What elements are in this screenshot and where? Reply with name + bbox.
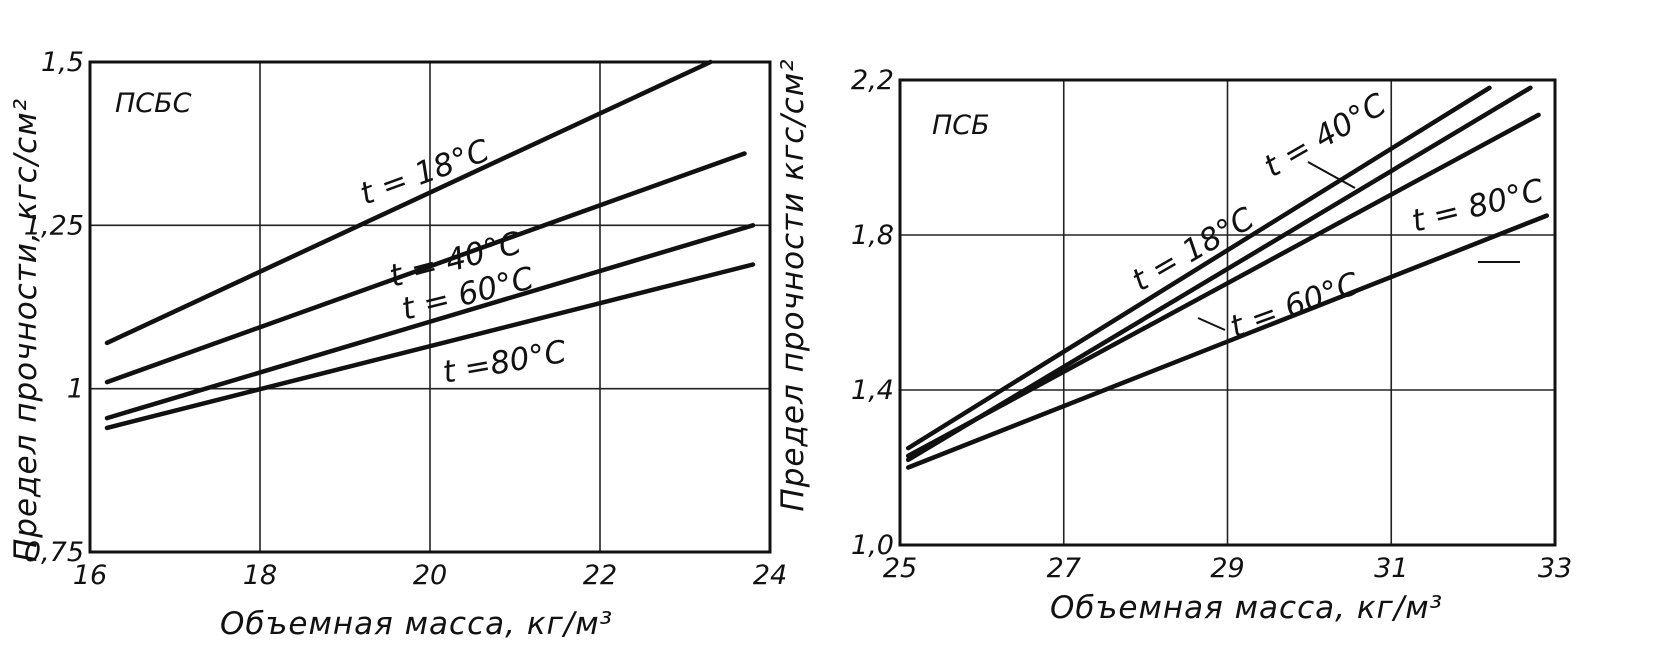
x-tick-label: 20 bbox=[413, 560, 447, 591]
series-label-80: t = 80°C bbox=[1408, 172, 1547, 240]
y-tick-label: 1,8 bbox=[851, 220, 894, 251]
x-tick-label: 22 bbox=[583, 560, 617, 591]
x-tick-label: 27 bbox=[1047, 553, 1081, 584]
series-line-0 bbox=[104, 59, 713, 346]
x-tick-label: 33 bbox=[1538, 553, 1572, 584]
series-line-0 bbox=[905, 85, 1492, 451]
series-line-1 bbox=[104, 151, 747, 385]
series-line-2 bbox=[905, 112, 1541, 459]
series-line-2 bbox=[104, 223, 756, 421]
chart-title: ПСБС bbox=[115, 88, 192, 119]
y-tick-label: 1,5 bbox=[41, 47, 84, 78]
series-label-18: t = 18°C bbox=[1126, 200, 1261, 299]
x-tick-label: 29 bbox=[1210, 553, 1244, 584]
x-tick-label: 24 bbox=[753, 560, 787, 591]
series-line-3 bbox=[905, 213, 1550, 470]
chart-psbs: ПСБС t = 18°C t = 40°C t = 60°C t =80°C … bbox=[8, 47, 787, 642]
x-axis-label: Объемная масса, кг/м³ bbox=[1050, 590, 1443, 626]
y-tick-label: 1,4 bbox=[851, 375, 894, 406]
series-label-80: t =80°C bbox=[440, 334, 569, 391]
y-tick-label: 1,0 bbox=[851, 530, 894, 561]
leader-line-40 bbox=[1307, 161, 1356, 189]
y-axis-label: Предел прочности, кгс/см² bbox=[8, 98, 44, 562]
leader-line-60 bbox=[1197, 317, 1226, 331]
y-axis-label: Предел прочности кгс/см² bbox=[775, 58, 811, 511]
series-label-40: t = 40°C bbox=[1258, 86, 1393, 185]
y-tick-label: 0,75 bbox=[24, 537, 84, 568]
series-line-3 bbox=[104, 262, 756, 431]
y-tick-label: 1,25 bbox=[24, 210, 84, 241]
y-tick-label: 2,2 bbox=[851, 65, 894, 96]
plot-frame bbox=[898, 78, 1557, 547]
chart-title: ПСБ bbox=[932, 110, 990, 141]
y-tick-label: 1 bbox=[67, 374, 84, 405]
x-tick-label: 18 bbox=[243, 560, 277, 591]
chart-psb: ПСБ t = 18°C t = 40°C t = 60°C t = 80°C … bbox=[775, 58, 1572, 626]
x-axis-label: Объемная масса, кг/м³ bbox=[220, 606, 613, 642]
plot-frame bbox=[88, 60, 772, 554]
x-tick-label: 16 bbox=[73, 560, 107, 591]
x-tick-label: 25 bbox=[883, 553, 917, 584]
x-tick-label: 31 bbox=[1374, 553, 1408, 584]
